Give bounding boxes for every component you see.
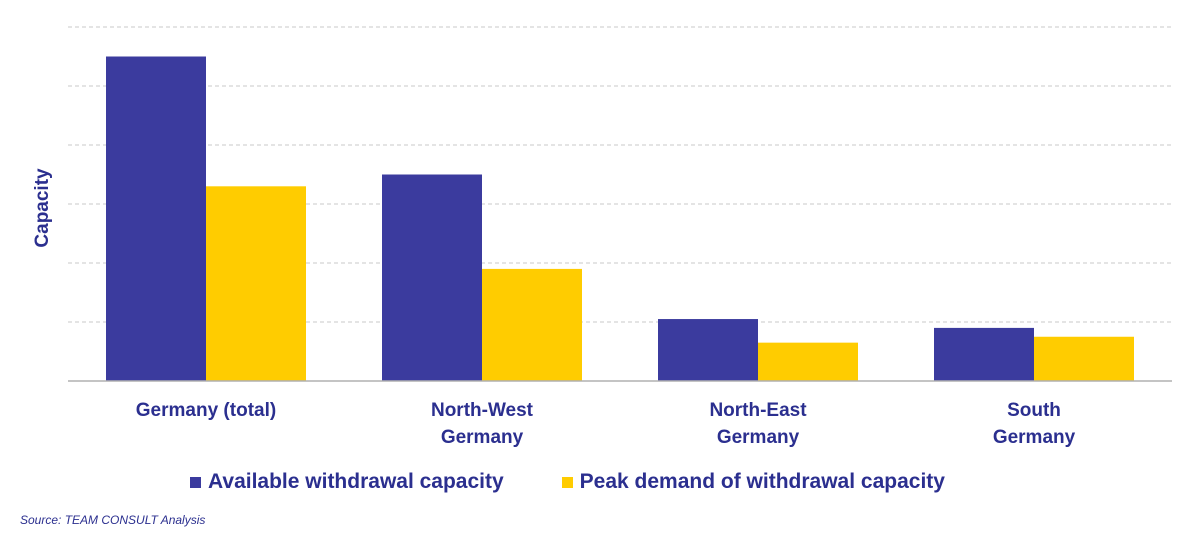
- bar-peak-1: [482, 268, 582, 381]
- legend-label-available: Available withdrawal capacity: [208, 470, 504, 493]
- category-labels: Germany (total) North-West Germany North-Ea…: [136, 400, 1076, 448]
- bar-available-1: [382, 174, 482, 381]
- legend-item-available: Available withdrawal capacity: [190, 470, 504, 494]
- category-label-3: South Germany: [993, 400, 1076, 448]
- category-label-0: Germany (total): [136, 400, 276, 421]
- legend-swatch-available: [190, 476, 201, 488]
- category-label-2: North-East Germany: [709, 400, 807, 448]
- category-label-1: North-West Germany: [431, 400, 534, 448]
- legend-item-peak: Peak demand of withdrawal capacity: [561, 470, 945, 494]
- legend: Available withdrawal capacity Peak deman…: [190, 470, 945, 494]
- bar-available-3: [934, 327, 1034, 381]
- bar-available-2: [658, 319, 758, 381]
- bar-available-0: [106, 56, 206, 381]
- bar-peak-0: [206, 186, 306, 381]
- bar-peak-2: [758, 342, 858, 381]
- y-axis-title: Capacity: [32, 168, 53, 248]
- source-note: Source: TEAM CONSULT Analysis: [20, 513, 206, 527]
- bar-peak-3: [1034, 336, 1134, 381]
- bars: [106, 56, 1134, 381]
- legend-swatch-peak: [561, 476, 573, 488]
- legend-label-peak: Peak demand of withdrawal capacity: [579, 470, 945, 493]
